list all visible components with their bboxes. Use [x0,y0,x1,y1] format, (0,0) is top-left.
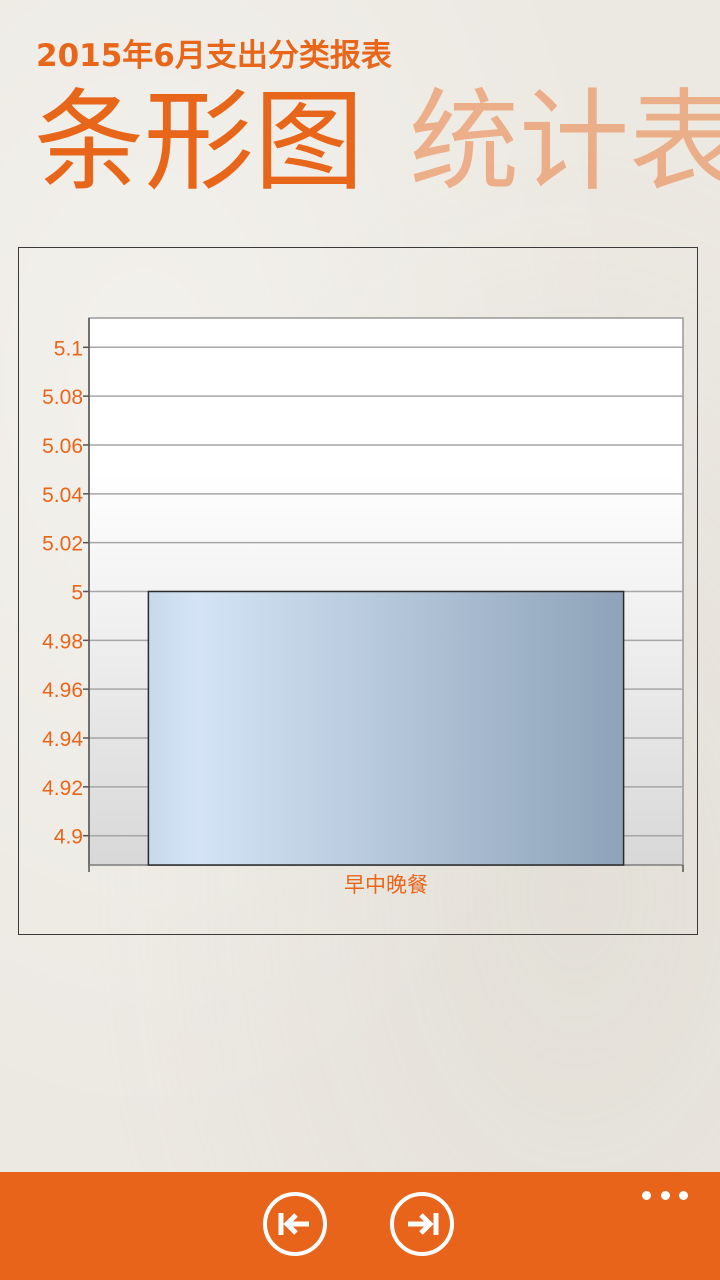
y-tick-label: 5.1 [54,337,83,360]
more-dot [660,1190,670,1200]
y-tick-label: 5 [71,582,83,605]
y-tick-label: 5.06 [42,435,83,458]
app-bar [0,1172,720,1280]
bar [147,590,625,866]
pivot-headers: 条形图 统计表 [34,82,720,202]
pivot-tab-statistics-table[interactable]: 统计表 [409,78,720,206]
bar-chart: 4.9 4.92 4.94 4.96 4.98 5 5.02 5.04 5.06 5.08 5.1 早… [42,317,684,897]
arrow-right-to-bar-icon [408,1213,439,1235]
more-dot [642,1190,651,1200]
y-tick-label: 5.04 [42,484,83,507]
y-tick-label: 4.9 [54,826,83,849]
y-tick-label: 4.92 [42,777,83,800]
next-page-button[interactable] [390,1192,454,1256]
ellipsis-icon[interactable] [642,1186,688,1204]
pivot-tab-bar-chart[interactable]: 条形图 [34,78,364,206]
y-tick-label: 4.96 [42,679,83,702]
y-tick-label: 4.94 [42,728,83,751]
y-tick-label: 4.98 [42,630,83,653]
previous-page-button[interactable] [263,1192,327,1256]
x-tick-label: 早中晚餐 [344,873,428,897]
arrow-left-to-bar-icon [278,1213,309,1235]
page-subtitle: 2015年6月支出分类报表 [36,38,392,74]
more-dot [679,1190,688,1200]
chart-container: 4.9 4.92 4.94 4.96 4.98 5 5.02 5.04 5.06 5.08 5.1 早… [18,247,698,935]
y-tick-label: 5.02 [42,533,83,556]
y-tick-label: 5.08 [42,386,83,409]
